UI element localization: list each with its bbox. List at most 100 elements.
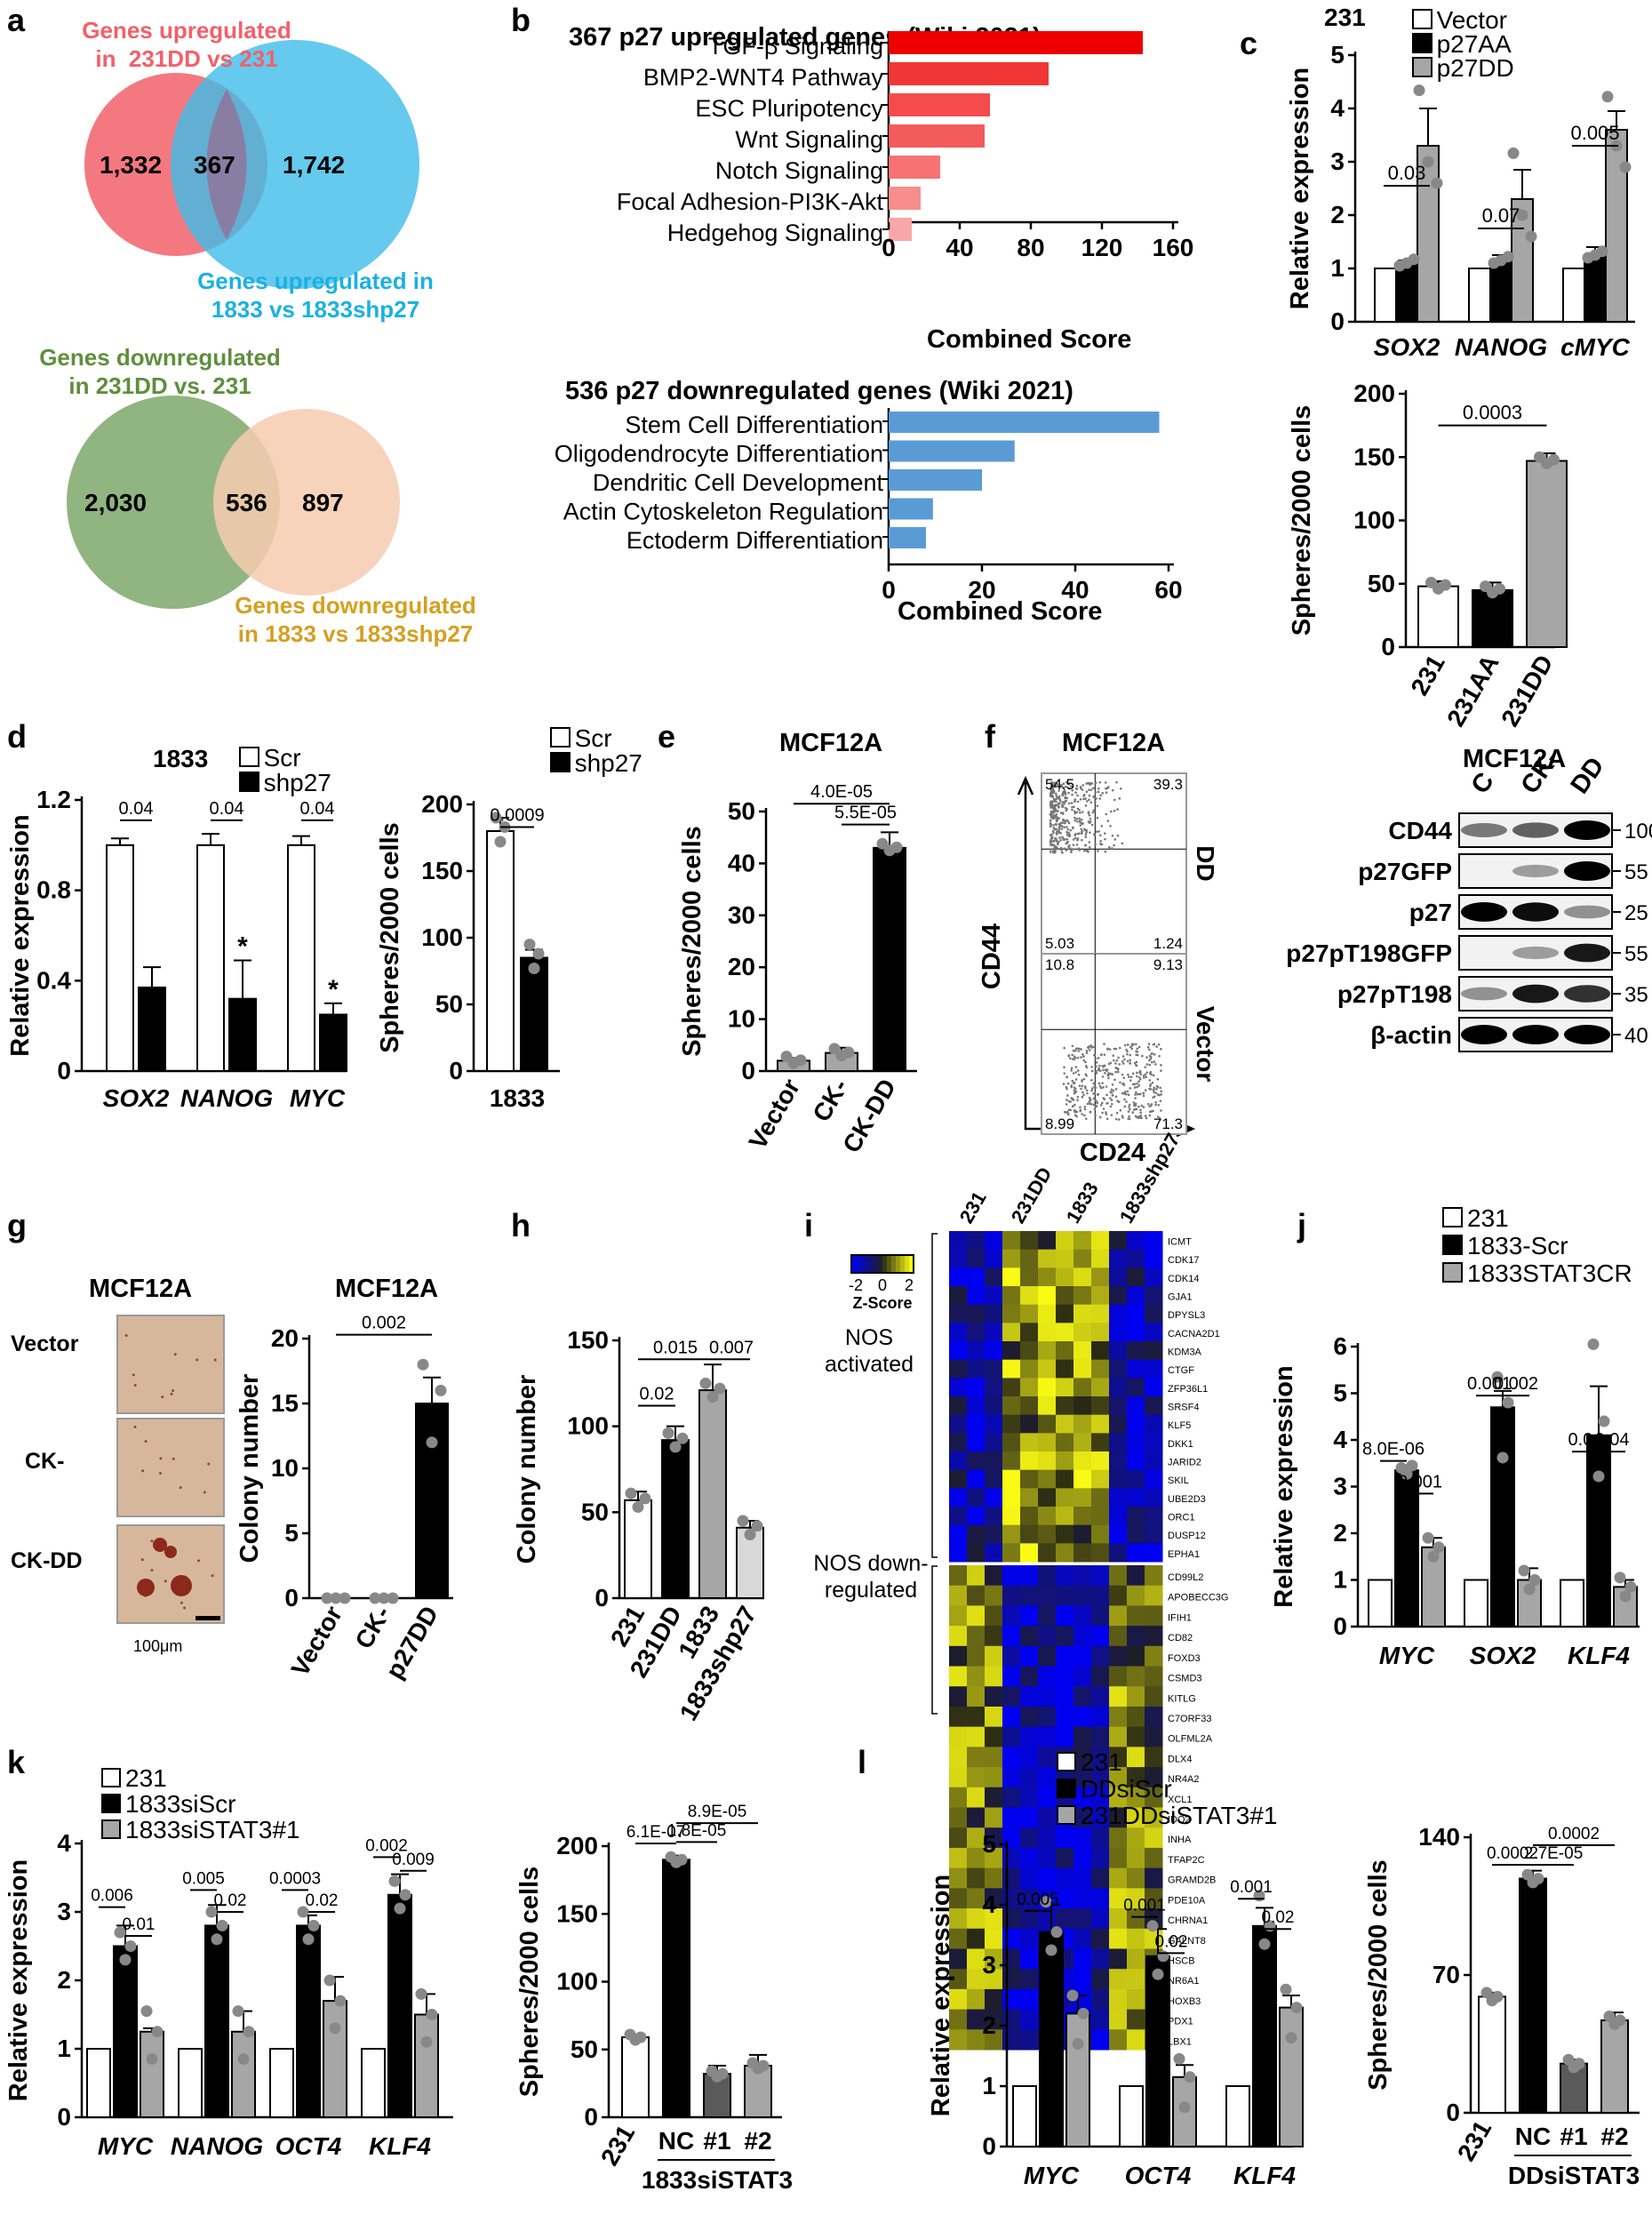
- bar-SOX2-2: [1417, 145, 1440, 323]
- flow-event: [1065, 819, 1068, 822]
- y-tick-label: 5: [1330, 41, 1345, 68]
- flow-event: [1121, 842, 1124, 845]
- flow-event: [1057, 822, 1061, 826]
- flow-event: [1071, 805, 1073, 809]
- y-tick-label: 0: [741, 1057, 755, 1084]
- flow-event: [1101, 792, 1105, 795]
- flow-event: [1084, 797, 1087, 800]
- bar-2: [889, 469, 982, 491]
- flow-event: [1094, 791, 1097, 794]
- flow-event: [1061, 805, 1065, 808]
- flow-event: [1057, 789, 1060, 792]
- panel-b-bottom-xlabel: Combined Score: [898, 597, 1103, 626]
- flow-event: [1063, 826, 1065, 828]
- panel-letter-g: g: [7, 1207, 27, 1243]
- y-tick-label: 10: [728, 1005, 755, 1033]
- p-value-label: 0.04: [210, 799, 244, 819]
- flow-event: [1072, 844, 1075, 846]
- flow-event: [1099, 794, 1102, 797]
- x-tick-label: 20: [968, 576, 995, 604]
- data-point: [1491, 1990, 1504, 2003]
- bar-4: [889, 527, 926, 548]
- venn-top-left-count: 1,332: [100, 151, 163, 179]
- data-point: [1548, 453, 1560, 466]
- panel-d-cell-label: 1833: [153, 745, 209, 772]
- legend-label: shp27: [575, 749, 642, 777]
- bar-6: [889, 218, 912, 241]
- flow-event: [1071, 788, 1074, 792]
- category-label: NC: [1515, 2123, 1551, 2150]
- flow-event: [1113, 809, 1116, 812]
- flow-event: [1089, 817, 1092, 820]
- panel-letter-l: l: [858, 1744, 867, 1780]
- x-tick-label: 40: [1061, 576, 1089, 604]
- y-tick-label: 30: [728, 901, 755, 929]
- data-point: [1494, 582, 1505, 595]
- bar-NC: [1519, 1877, 1547, 2114]
- data-point: [532, 948, 545, 960]
- flow-event: [1058, 836, 1061, 839]
- legend-swatch: [239, 772, 259, 792]
- x-axis-label: CD24: [1080, 1139, 1145, 1167]
- legend-label: Vector: [1437, 6, 1507, 34]
- panel-b-bottom-title: 536 p27 downregulated genes (Wiki 2021): [565, 377, 1073, 405]
- gene-label: SOX2: [1374, 333, 1441, 361]
- x-tick-label: 0: [882, 576, 896, 604]
- legend-swatch: [1412, 9, 1433, 29]
- flow-event: [1075, 788, 1079, 790]
- flow-event: [1085, 800, 1089, 803]
- flow-event: [1076, 800, 1080, 804]
- p-value-label: 0.04: [300, 799, 335, 819]
- bar-4: [889, 156, 940, 179]
- flow-event: [1059, 824, 1062, 828]
- flow-event: [1072, 848, 1074, 851]
- flow-event: [1081, 788, 1084, 791]
- flow-event: [1071, 793, 1073, 796]
- data-point: [1601, 91, 1614, 103]
- flow-event: [1076, 820, 1079, 823]
- x-tick-label: 80: [1017, 234, 1044, 261]
- y-tick-label: 4: [1330, 94, 1345, 122]
- category-label: Notch Signaling: [715, 157, 883, 184]
- bar-1: [889, 62, 1049, 85]
- legend-label: shp27: [264, 769, 331, 796]
- y-tick-label: 0.8: [36, 876, 71, 904]
- y-tick-label: 0.4: [36, 966, 71, 994]
- significance-star: *: [237, 932, 248, 961]
- flow-event: [1104, 837, 1106, 841]
- gene-label: cMYC: [1560, 333, 1631, 361]
- flow-event: [1061, 812, 1065, 815]
- y-tick-label: 1: [1330, 254, 1345, 282]
- data-point: [528, 963, 540, 974]
- flow-event: [1065, 830, 1068, 834]
- flow-event: [1092, 787, 1095, 789]
- flow-event: [1055, 800, 1057, 804]
- bar-3: [889, 498, 933, 520]
- x-tick-label: 160: [1153, 234, 1194, 261]
- y-axis-label: Relative expression: [6, 814, 35, 1056]
- flow-event: [1084, 833, 1088, 836]
- p-value-label: 4.0E-05: [810, 782, 873, 802]
- flow-event: [1070, 802, 1073, 804]
- category-label: Hedgehog Signaling: [667, 220, 883, 246]
- flow-event: [1088, 798, 1090, 802]
- flow-event: [1104, 781, 1107, 784]
- flow-event: [1082, 793, 1086, 796]
- flow-event: [1049, 848, 1052, 851]
- category-label: TGF-β Signaling: [708, 33, 883, 60]
- flow-event: [1082, 797, 1085, 801]
- bar-5: [889, 187, 921, 210]
- y-axis-label: Spheres/2000 cells: [1364, 1859, 1393, 2091]
- significance-star: *: [328, 975, 339, 1004]
- flow-event: [1097, 830, 1100, 833]
- panel-b-top-chart: TGF-β Signaling BMP2-WNT4 Pathway ESC Plur…: [617, 31, 1194, 261]
- gene-label: SOX2: [103, 1084, 170, 1112]
- flow-event: [1057, 795, 1061, 798]
- venn-top-right-label: Genes upregulated in 1833 vs 1833shp27: [197, 268, 434, 323]
- bar-#2: [1600, 2019, 1629, 2114]
- bar-CK-DD: [873, 846, 906, 1072]
- flow-event: [1081, 811, 1084, 813]
- panel-letter-i: i: [804, 1207, 814, 1243]
- data-point: [1614, 2014, 1626, 2027]
